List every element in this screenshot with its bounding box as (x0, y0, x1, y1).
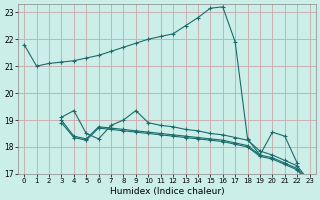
X-axis label: Humidex (Indice chaleur): Humidex (Indice chaleur) (109, 187, 224, 196)
